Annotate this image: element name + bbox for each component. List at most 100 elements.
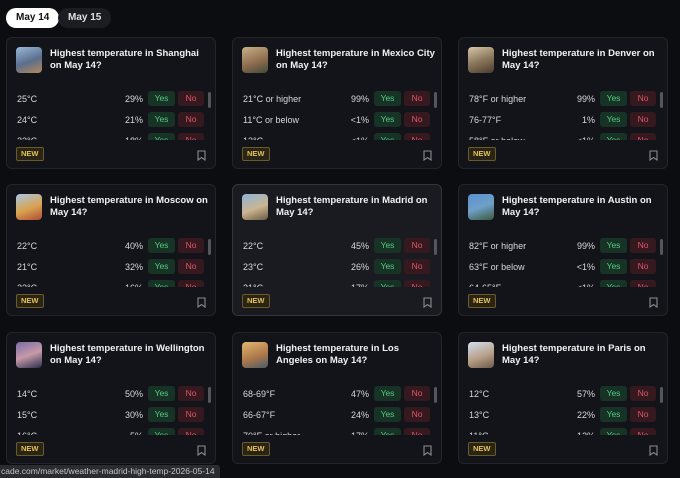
bookmark-button[interactable]	[649, 295, 658, 313]
no-button[interactable]: No	[404, 112, 430, 127]
market-title[interactable]: Highest temperature in Wellington on May…	[50, 343, 205, 366]
no-button[interactable]: No	[630, 112, 656, 127]
yes-button[interactable]: Yes	[600, 133, 627, 140]
yes-button[interactable]: Yes	[374, 407, 401, 422]
no-button[interactable]: No	[178, 428, 204, 435]
outcome-percent: 47%	[350, 389, 369, 399]
market-card[interactable]: Highest temperature in Los Angeles on Ma…	[232, 332, 442, 464]
yes-button[interactable]: Yes	[600, 91, 627, 106]
no-button[interactable]: No	[178, 91, 204, 106]
yes-button[interactable]: Yes	[148, 91, 175, 106]
bookmark-button[interactable]	[197, 295, 206, 313]
outcome-percent: 30%	[124, 410, 143, 420]
no-button[interactable]: No	[630, 428, 656, 435]
market-card[interactable]: Highest temperature in Denver on May 14?…	[458, 37, 668, 169]
yes-button[interactable]: Yes	[148, 407, 175, 422]
no-button[interactable]: No	[630, 91, 656, 106]
market-card[interactable]: Highest temperature in Austin on May 14?…	[458, 184, 668, 316]
yes-button[interactable]: Yes	[600, 280, 627, 287]
bookmark-button[interactable]	[649, 443, 658, 461]
bookmark-button[interactable]	[423, 148, 432, 166]
no-button[interactable]: No	[404, 133, 430, 140]
market-title[interactable]: Highest temperature in Madrid on May 14?	[276, 195, 428, 218]
market-card[interactable]: Highest temperature in Paris on May 14? 1…	[458, 332, 668, 464]
yes-button[interactable]: Yes	[600, 112, 627, 127]
outcome-percent: 12%	[577, 431, 595, 435]
outcome-label: 24°C	[17, 115, 38, 125]
no-button[interactable]: No	[630, 238, 656, 253]
no-button[interactable]: No	[404, 91, 430, 106]
market-title[interactable]: Highest temperature in Austin on May 14?	[502, 195, 652, 218]
no-button[interactable]: No	[630, 133, 656, 140]
outcome-label: 13°C	[469, 410, 490, 420]
market-icon	[468, 194, 494, 220]
yes-button[interactable]: Yes	[600, 407, 627, 422]
no-button[interactable]: No	[404, 428, 430, 435]
bookmark-button[interactable]	[649, 148, 658, 166]
yes-button[interactable]: Yes	[600, 238, 627, 253]
tab[interactable]: May 14	[6, 8, 60, 28]
no-button[interactable]: No	[178, 259, 204, 274]
outcome-percent: 16%	[125, 283, 143, 287]
yes-button[interactable]: Yes	[600, 428, 627, 435]
yes-button[interactable]: Yes	[374, 259, 401, 274]
yes-button[interactable]: Yes	[148, 238, 175, 253]
yes-button[interactable]: Yes	[148, 259, 175, 274]
no-button[interactable]: No	[178, 280, 204, 287]
yes-button[interactable]: Yes	[600, 386, 627, 401]
no-button[interactable]: No	[178, 407, 204, 422]
market-title[interactable]: Highest temperature in Moscow on May 14?	[50, 195, 208, 218]
yes-button[interactable]: Yes	[374, 133, 401, 140]
market-title[interactable]: Highest temperature in Shanghai on May 1…	[50, 48, 199, 71]
market-title[interactable]: Highest temperature in Mexico City on Ma…	[276, 48, 435, 71]
no-button[interactable]: No	[404, 407, 430, 422]
outcome-label: 21°C or higher	[243, 94, 302, 104]
market-card[interactable]: Highest temperature in Madrid on May 14?…	[232, 184, 442, 316]
outcome-label: 15°C	[17, 410, 38, 420]
outcome-row: 66-67°F 24% Yes No	[233, 406, 443, 426]
no-button[interactable]: No	[630, 386, 656, 401]
yes-button[interactable]: Yes	[148, 280, 175, 287]
market-title[interactable]: Highest temperature in Denver on May 14?	[502, 48, 655, 71]
yes-button[interactable]: Yes	[374, 91, 401, 106]
market-title[interactable]: Highest temperature in Los Angeles on Ma…	[276, 343, 399, 366]
no-button[interactable]: No	[178, 386, 204, 401]
no-button[interactable]: No	[404, 259, 430, 274]
yes-button[interactable]: Yes	[148, 386, 175, 401]
bookmark-button[interactable]	[197, 148, 206, 166]
yes-button[interactable]: Yes	[374, 386, 401, 401]
yes-button[interactable]: Yes	[600, 259, 627, 274]
tab[interactable]: May 15	[58, 8, 112, 28]
yes-button[interactable]: Yes	[374, 428, 401, 435]
no-button[interactable]: No	[630, 407, 656, 422]
outcome-label: 22°C	[243, 241, 264, 251]
market-card[interactable]: Highest temperature in Mexico City on Ma…	[232, 37, 442, 169]
bookmark-button[interactable]	[423, 443, 432, 461]
market-title[interactable]: Highest temperature in Paris on May 14?	[502, 343, 646, 366]
no-button[interactable]: No	[178, 112, 204, 127]
no-button[interactable]: No	[404, 238, 430, 253]
no-button[interactable]: No	[404, 386, 430, 401]
market-card[interactable]: Highest temperature in Moscow on May 14?…	[6, 184, 216, 316]
no-button[interactable]: No	[178, 238, 204, 253]
yes-button[interactable]: Yes	[374, 280, 401, 287]
new-badge: NEW	[242, 147, 270, 161]
yes-button[interactable]: Yes	[374, 238, 401, 253]
no-button[interactable]: No	[630, 259, 656, 274]
new-badge: NEW	[16, 294, 44, 308]
no-button[interactable]: No	[404, 280, 430, 287]
no-button[interactable]: No	[630, 280, 656, 287]
no-button[interactable]: No	[178, 133, 204, 140]
yes-button[interactable]: Yes	[148, 112, 175, 127]
bookmark-button[interactable]	[423, 295, 432, 313]
yes-button[interactable]: Yes	[148, 133, 175, 140]
yes-button[interactable]: Yes	[148, 428, 175, 435]
market-card[interactable]: Highest temperature in Shanghai on May 1…	[6, 37, 216, 169]
yes-button[interactable]: Yes	[374, 112, 401, 127]
bookmark-button[interactable]	[197, 443, 206, 461]
market-card[interactable]: Highest temperature in Wellington on May…	[6, 332, 216, 464]
